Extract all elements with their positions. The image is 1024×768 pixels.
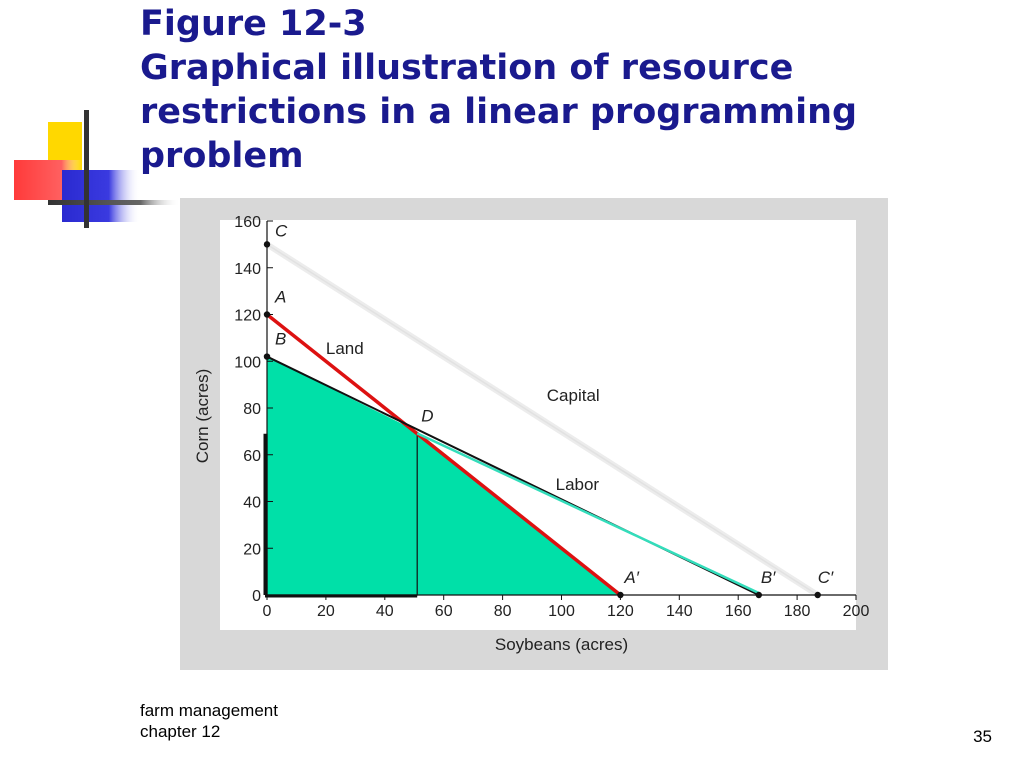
point-label-B: B <box>275 330 286 349</box>
point-label-B′: B′ <box>761 568 776 587</box>
point-label-C: C <box>275 221 288 240</box>
title-line-1: Figure 12-3 <box>140 4 367 44</box>
labor-line-label: Labor <box>556 475 600 494</box>
x-tick-label: 200 <box>843 603 870 620</box>
labor-line-highlight <box>416 432 760 595</box>
x-tick-label: 80 <box>494 603 512 620</box>
y-tick-label: 100 <box>234 354 261 371</box>
feasible-region <box>267 356 621 595</box>
slide-title: Figure 12-3 Graphical illustration of re… <box>140 2 1000 178</box>
point-marker-A′ <box>617 591 624 599</box>
y-tick-label: 0 <box>252 588 261 605</box>
lp-chart: 0 20 40 60 80 100 120 140 160 0 20 40 60 80 100 120 140 1… <box>193 214 870 654</box>
x-tick-label: 120 <box>607 603 634 620</box>
point-label-A′: A′ <box>623 568 639 587</box>
point-marker-A <box>263 311 271 318</box>
x-tick-label: 180 <box>784 603 811 620</box>
y-tick-label: 80 <box>243 401 261 418</box>
y-tick-label: 20 <box>243 541 261 558</box>
capital-line-label: Capital <box>547 386 600 405</box>
y-tick-label: 40 <box>243 495 261 512</box>
x-tick-label: 100 <box>548 603 575 620</box>
title-line-2: Graphical illustration of resource <box>140 48 794 88</box>
x-axis-title: Soybeans (acres) <box>495 635 628 654</box>
point-marker-B′ <box>755 591 763 599</box>
title-line-4: problem <box>140 136 304 176</box>
land-line-label: Land <box>326 339 364 358</box>
y-tick-label: 120 <box>234 308 261 325</box>
blue-square <box>62 170 140 222</box>
footer-chapter: chapter 12 <box>140 722 221 741</box>
point-label-D: D <box>421 406 433 425</box>
x-tick-label: 60 <box>435 603 453 620</box>
decorative-squares-graphic <box>14 110 180 228</box>
y-tick-label: 140 <box>234 261 261 278</box>
x-tick-label: 160 <box>725 603 752 620</box>
y-tick-label: 60 <box>243 448 261 465</box>
chart-panel: 0 20 40 60 80 100 120 140 160 0 20 40 60 80 100 120 140 1… <box>180 198 888 670</box>
point-marker-B <box>263 353 271 360</box>
y-tick-label: 160 <box>234 214 261 231</box>
x-tick-label: 0 <box>263 603 272 620</box>
capital-line <box>266 243 819 596</box>
footer: farm management chapter 12 <box>140 700 278 742</box>
page-number: 35 <box>973 727 992 746</box>
title-line-3: restrictions in a linear programming <box>140 92 858 132</box>
footer-course: farm management <box>140 701 278 720</box>
vertical-bar <box>84 110 89 228</box>
land-line <box>265 313 622 597</box>
point-label-A: A <box>274 288 286 307</box>
y-axis-title: Corn (acres) <box>193 369 212 463</box>
point-marker-C′ <box>814 591 821 599</box>
point-marker-C <box>263 241 271 248</box>
point-label-C′: C′ <box>818 568 834 587</box>
horizontal-bar <box>48 200 180 205</box>
x-tick-label: 40 <box>376 603 394 620</box>
x-tick-label: 20 <box>317 603 335 620</box>
x-tick-label: 140 <box>666 603 693 620</box>
